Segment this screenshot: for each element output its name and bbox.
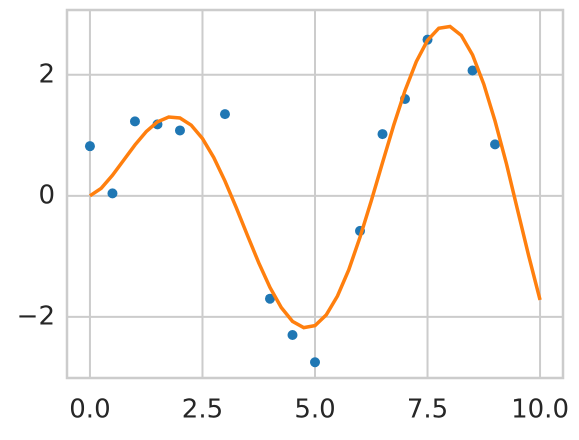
plot-frame [65,8,565,380]
point [490,139,501,150]
y-tick-label: 2 [38,59,55,89]
point [129,116,140,127]
point [84,141,95,152]
point [310,357,320,368]
line [88,24,542,330]
point [174,125,185,136]
point [219,109,230,120]
point [287,330,298,341]
x-tick-label: 2.5 [182,395,223,425]
x-tick-label: 7.5 [407,395,448,425]
point [377,129,388,140]
x-tick-label: 5.0 [294,395,335,425]
y-tick-label: −2 [17,301,55,331]
x-tick-label: 10.0 [511,395,569,425]
point [264,293,275,304]
point [107,188,118,199]
point [467,65,478,76]
y-tick-label: 0 [38,180,55,210]
x-tick-label: 0.0 [69,395,110,425]
